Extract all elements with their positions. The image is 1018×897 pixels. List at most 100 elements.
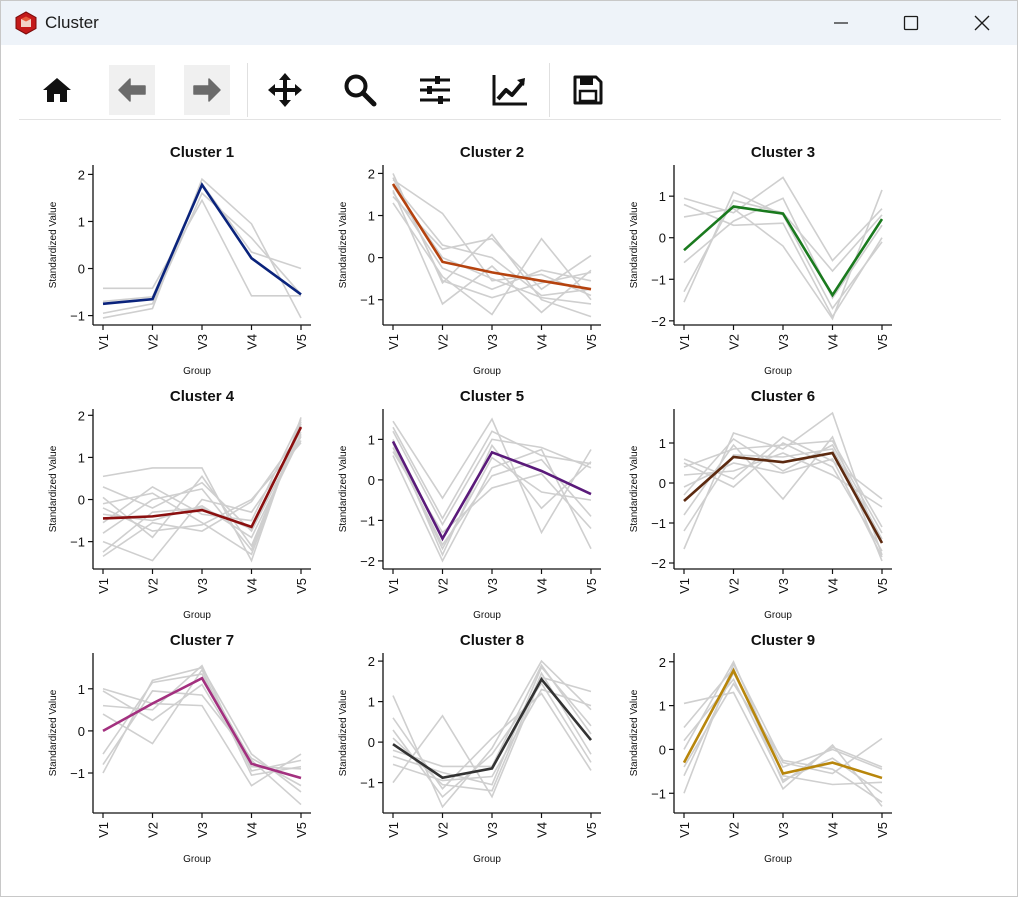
save-button[interactable] [565, 65, 611, 115]
centroid-line [683, 205, 884, 298]
y-tick-label: 1 [659, 189, 666, 204]
member-line [683, 203, 883, 319]
y-tick-label: −1 [360, 776, 375, 791]
x-tick-label: V1 [677, 334, 692, 350]
y-axis-label: Standardized Value [629, 689, 640, 776]
x-tick-label: V2 [436, 822, 451, 838]
member-line [683, 670, 883, 777]
navigation-toolbar [19, 61, 1001, 120]
x-tick-label: V2 [727, 822, 742, 838]
move-icon [268, 73, 302, 107]
configure-subplots-button[interactable] [412, 65, 458, 115]
subplot-9: Cluster 9 2 1 0 −1 V1 V2 V3 V4 V5 Group Standardize… [629, 632, 892, 865]
app-icon [15, 11, 37, 35]
y-tick-label: 1 [78, 450, 85, 465]
y-axis-label: Standardized Value [338, 201, 349, 288]
member-line [683, 189, 883, 321]
x-tick-label: V1 [386, 578, 401, 594]
minimize-button[interactable] [806, 1, 876, 45]
x-tick-label: V5 [294, 822, 309, 838]
member-line [683, 659, 883, 786]
member-line [102, 423, 302, 556]
x-axis-label: Group [764, 366, 792, 377]
member-line [102, 668, 302, 776]
x-tick-label: V2 [727, 334, 742, 350]
y-tick-label: 2 [78, 408, 85, 423]
x-tick-label: V1 [96, 822, 111, 838]
x-tick-label: V4 [826, 578, 841, 594]
y-axis-label: Standardized Value [48, 201, 59, 288]
member-line [392, 448, 592, 563]
title-bar[interactable]: Cluster [1, 1, 1017, 45]
member-line [683, 176, 883, 262]
y-tick-label: −1 [651, 272, 666, 287]
maximize-button[interactable] [876, 1, 946, 45]
y-tick-label: 2 [659, 655, 666, 670]
member-line [392, 676, 592, 799]
zoom-button[interactable] [337, 65, 383, 115]
centroid-line [102, 676, 302, 780]
subplot-title: Cluster 3 [751, 144, 815, 161]
x-tick-label: V2 [727, 578, 742, 594]
member-line [392, 177, 592, 299]
magnifier-icon [344, 74, 377, 107]
x-tick-label: V4 [245, 578, 260, 594]
member-line [102, 433, 302, 533]
x-tick-label: V3 [776, 822, 791, 838]
member-line [102, 419, 302, 524]
member-line [392, 688, 592, 782]
member-line [392, 196, 592, 291]
forward-button[interactable] [184, 65, 230, 115]
x-tick-label: V1 [677, 578, 692, 594]
centroid-line [391, 440, 592, 542]
x-axis-label: Group [473, 854, 501, 865]
y-tick-label: −2 [651, 556, 666, 571]
subplot-title: Cluster 5 [460, 388, 524, 405]
x-tick-label: V1 [677, 822, 692, 838]
subplot-1: Cluster 1 2 1 0 −1 V1 V2 V3 V4 V5 Group Standardize… [48, 144, 311, 377]
x-tick-label: V5 [584, 578, 599, 594]
subplot-7: Cluster 7 1 0 −1 V1 V2 V3 V4 V5 Group Standardized… [48, 632, 311, 865]
member-line [392, 183, 592, 297]
x-tick-label: V3 [485, 822, 500, 838]
y-tick-label: 0 [659, 742, 666, 757]
member-line [392, 430, 592, 527]
centroid-line [392, 677, 593, 780]
member-line [683, 691, 883, 807]
member-line [683, 440, 883, 528]
y-tick-label: −1 [70, 309, 85, 324]
y-axis-label: Standardized Value [338, 445, 349, 532]
subplot-2: Cluster 2 2 1 0 −1 V1 V2 V3 V4 V5 Group Standardize… [338, 144, 601, 377]
cluster-subplots: Cluster 1 2 1 0 −1 V1 V2 V3 V4 V5 Group Standardize… [48, 144, 892, 865]
pan-button[interactable] [262, 65, 308, 115]
member-line [103, 198, 301, 297]
member-line [392, 202, 592, 316]
home-button[interactable] [34, 65, 80, 115]
edit-axis-button[interactable] [487, 65, 533, 115]
line-chart-icon [492, 75, 527, 106]
arrow-right-icon [193, 78, 221, 102]
toolbar-separator [549, 63, 550, 117]
member-line [392, 179, 592, 297]
x-tick-label: V3 [195, 334, 210, 350]
y-tick-label: 0 [368, 473, 375, 488]
close-button[interactable] [947, 1, 1017, 45]
member-line [392, 191, 592, 291]
y-tick-label: 0 [78, 262, 85, 277]
x-axis-label: Group [764, 610, 792, 621]
back-button[interactable] [109, 65, 155, 115]
centroid-line [391, 183, 592, 291]
x-tick-label: V2 [436, 334, 451, 350]
y-tick-label: 2 [78, 167, 85, 182]
arrow-left-icon [118, 78, 146, 102]
window-title: Cluster [45, 13, 99, 32]
x-tick-label: V1 [386, 334, 401, 350]
member-line [683, 682, 883, 803]
y-tick-label: 2 [368, 166, 375, 181]
subplot-title: Cluster 4 [170, 388, 235, 405]
home-icon [43, 78, 71, 102]
y-tick-label: −2 [651, 314, 666, 329]
member-line [392, 443, 592, 551]
member-line [683, 666, 883, 784]
y-tick-label: 2 [368, 654, 375, 669]
